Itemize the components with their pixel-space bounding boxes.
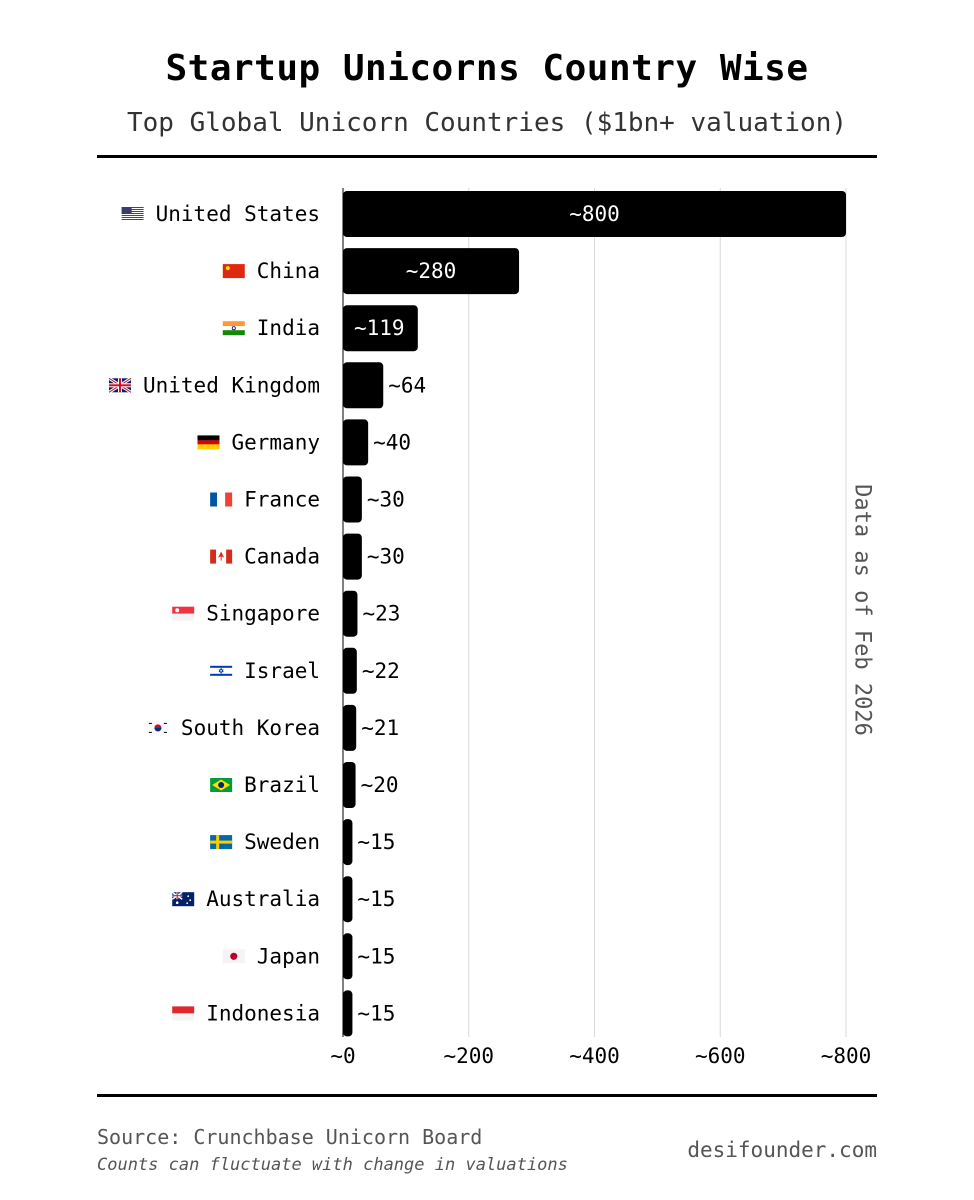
side-note: Data as of Feb 2026 <box>850 484 875 736</box>
category-label: United States <box>156 202 320 226</box>
bar <box>343 248 520 295</box>
x-tick-label: ~600 <box>695 1044 746 1068</box>
bar <box>343 590 358 637</box>
value-label: ~15 <box>357 1001 395 1025</box>
bar <box>343 819 353 866</box>
bar <box>343 533 362 580</box>
top-divider <box>97 155 877 158</box>
bar <box>343 876 353 923</box>
value-label: ~280 <box>406 259 457 283</box>
kr-flag-icon <box>146 720 169 735</box>
x-tick-label: ~0 <box>330 1044 355 1068</box>
category-label: Japan <box>257 944 320 968</box>
category-label: Singapore <box>206 602 320 626</box>
bar <box>343 762 356 808</box>
se-flag-icon <box>210 835 233 850</box>
value-label: ~15 <box>357 887 395 911</box>
bar <box>343 476 362 523</box>
value-label: ~21 <box>361 716 399 740</box>
gb-flag-icon <box>108 377 132 394</box>
bar <box>343 419 369 466</box>
br-flag-icon <box>210 778 233 792</box>
category-label: France <box>244 488 320 512</box>
category-label: China <box>257 259 320 283</box>
value-label: ~40 <box>373 430 411 454</box>
jp-flag-icon <box>222 949 245 964</box>
category-label: Brazil <box>244 773 320 797</box>
id-flag-icon <box>172 1006 195 1021</box>
value-label: ~22 <box>362 659 400 683</box>
chart-title: Startup Unicorns Country Wise <box>165 48 809 89</box>
category-label: Australia <box>206 887 320 911</box>
value-label: ~64 <box>388 373 426 397</box>
category-label: Germany <box>231 430 320 454</box>
category-label: United Kingdom <box>143 373 320 397</box>
bottom-divider <box>97 1094 877 1097</box>
bar <box>343 704 357 751</box>
fr-flag-icon <box>210 492 233 507</box>
de-flag-icon <box>197 435 220 450</box>
category-label: South Korea <box>181 716 320 740</box>
category-label: Canada <box>244 545 320 569</box>
value-label: ~15 <box>357 944 395 968</box>
value-label: ~30 <box>367 545 405 569</box>
site-credit: desifounder.com <box>687 1138 877 1162</box>
in-flag-icon <box>222 321 245 336</box>
value-label: ~800 <box>569 202 620 226</box>
x-tick-label: ~400 <box>569 1044 620 1068</box>
chart-subtitle: Top Global Unicorn Countries ($1bn+ valu… <box>126 108 848 138</box>
value-label: ~20 <box>361 773 399 797</box>
bar <box>343 990 353 1037</box>
category-label: Indonesia <box>206 1001 320 1025</box>
cn-flag-icon <box>222 264 245 279</box>
category-label: Israel <box>244 659 320 683</box>
value-label: ~119 <box>354 316 405 340</box>
category-label: India <box>257 316 320 340</box>
us-flag-icon <box>121 207 144 221</box>
x-tick-label: ~800 <box>821 1044 872 1068</box>
ca-flag-icon <box>210 549 233 564</box>
bar <box>343 191 846 237</box>
au-flag-icon <box>171 891 195 907</box>
source-text: Source: Crunchbase Unicorn Board <box>97 1125 483 1149</box>
sg-flag-icon <box>172 606 195 621</box>
bar <box>343 305 418 352</box>
bar <box>343 933 353 980</box>
footnote-text: Counts can fluctuate with change in valu… <box>97 1155 568 1175</box>
il-flag-icon <box>210 663 233 678</box>
value-label: ~15 <box>357 830 395 854</box>
x-tick-label: ~200 <box>443 1044 494 1068</box>
value-label: ~30 <box>367 488 405 512</box>
bar <box>343 647 357 694</box>
category-label: Sweden <box>244 830 320 854</box>
bar <box>343 362 384 409</box>
value-label: ~23 <box>362 602 400 626</box>
